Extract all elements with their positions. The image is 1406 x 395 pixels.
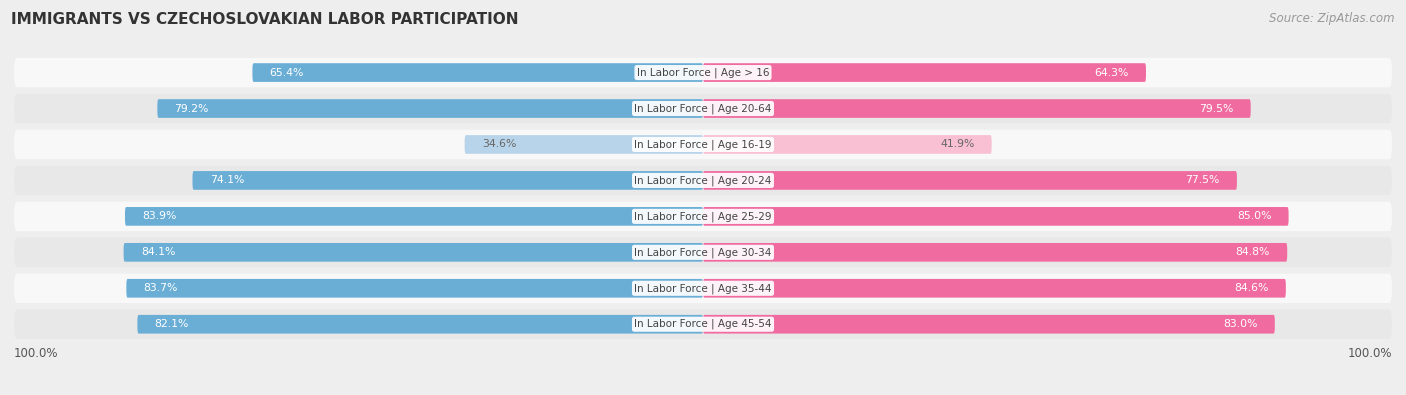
FancyBboxPatch shape [14, 58, 1392, 87]
FancyBboxPatch shape [14, 166, 1392, 195]
FancyBboxPatch shape [464, 135, 703, 154]
Text: 83.7%: 83.7% [143, 283, 179, 293]
Text: 34.6%: 34.6% [482, 139, 516, 149]
Text: Source: ZipAtlas.com: Source: ZipAtlas.com [1270, 12, 1395, 25]
Text: 84.6%: 84.6% [1234, 283, 1268, 293]
Text: IMMIGRANTS VS CZECHOSLOVAKIAN LABOR PARTICIPATION: IMMIGRANTS VS CZECHOSLOVAKIAN LABOR PART… [11, 12, 519, 27]
Text: In Labor Force | Age > 16: In Labor Force | Age > 16 [637, 67, 769, 78]
Text: 65.4%: 65.4% [270, 68, 304, 77]
FancyBboxPatch shape [703, 315, 1275, 334]
Text: In Labor Force | Age 25-29: In Labor Force | Age 25-29 [634, 211, 772, 222]
Text: In Labor Force | Age 20-64: In Labor Force | Age 20-64 [634, 103, 772, 114]
FancyBboxPatch shape [193, 171, 703, 190]
Text: 84.1%: 84.1% [141, 247, 176, 257]
FancyBboxPatch shape [127, 279, 703, 297]
FancyBboxPatch shape [14, 130, 1392, 159]
Text: 83.9%: 83.9% [142, 211, 177, 221]
FancyBboxPatch shape [14, 310, 1392, 339]
Text: In Labor Force | Age 20-24: In Labor Force | Age 20-24 [634, 175, 772, 186]
FancyBboxPatch shape [14, 274, 1392, 303]
Text: In Labor Force | Age 30-34: In Labor Force | Age 30-34 [634, 247, 772, 258]
FancyBboxPatch shape [703, 279, 1286, 297]
FancyBboxPatch shape [14, 201, 1392, 231]
Text: 83.0%: 83.0% [1223, 319, 1257, 329]
Text: 85.0%: 85.0% [1237, 211, 1271, 221]
Text: 79.2%: 79.2% [174, 103, 209, 113]
Text: 74.1%: 74.1% [209, 175, 245, 185]
Text: 41.9%: 41.9% [941, 139, 974, 149]
Text: 82.1%: 82.1% [155, 319, 188, 329]
FancyBboxPatch shape [703, 207, 1289, 226]
Text: 84.8%: 84.8% [1236, 247, 1270, 257]
FancyBboxPatch shape [125, 207, 703, 226]
Text: 77.5%: 77.5% [1185, 175, 1219, 185]
FancyBboxPatch shape [703, 171, 1237, 190]
FancyBboxPatch shape [703, 99, 1251, 118]
FancyBboxPatch shape [14, 237, 1392, 267]
Text: 79.5%: 79.5% [1199, 103, 1233, 113]
FancyBboxPatch shape [138, 315, 703, 334]
FancyBboxPatch shape [703, 135, 991, 154]
Text: 100.0%: 100.0% [1347, 346, 1392, 359]
FancyBboxPatch shape [14, 94, 1392, 123]
FancyBboxPatch shape [124, 243, 703, 261]
Text: In Labor Force | Age 35-44: In Labor Force | Age 35-44 [634, 283, 772, 293]
Text: In Labor Force | Age 45-54: In Labor Force | Age 45-54 [634, 319, 772, 329]
Text: 100.0%: 100.0% [14, 346, 59, 359]
FancyBboxPatch shape [157, 99, 703, 118]
FancyBboxPatch shape [703, 243, 1288, 261]
Text: In Labor Force | Age 16-19: In Labor Force | Age 16-19 [634, 139, 772, 150]
FancyBboxPatch shape [253, 63, 703, 82]
FancyBboxPatch shape [703, 63, 1146, 82]
Text: 64.3%: 64.3% [1094, 68, 1129, 77]
